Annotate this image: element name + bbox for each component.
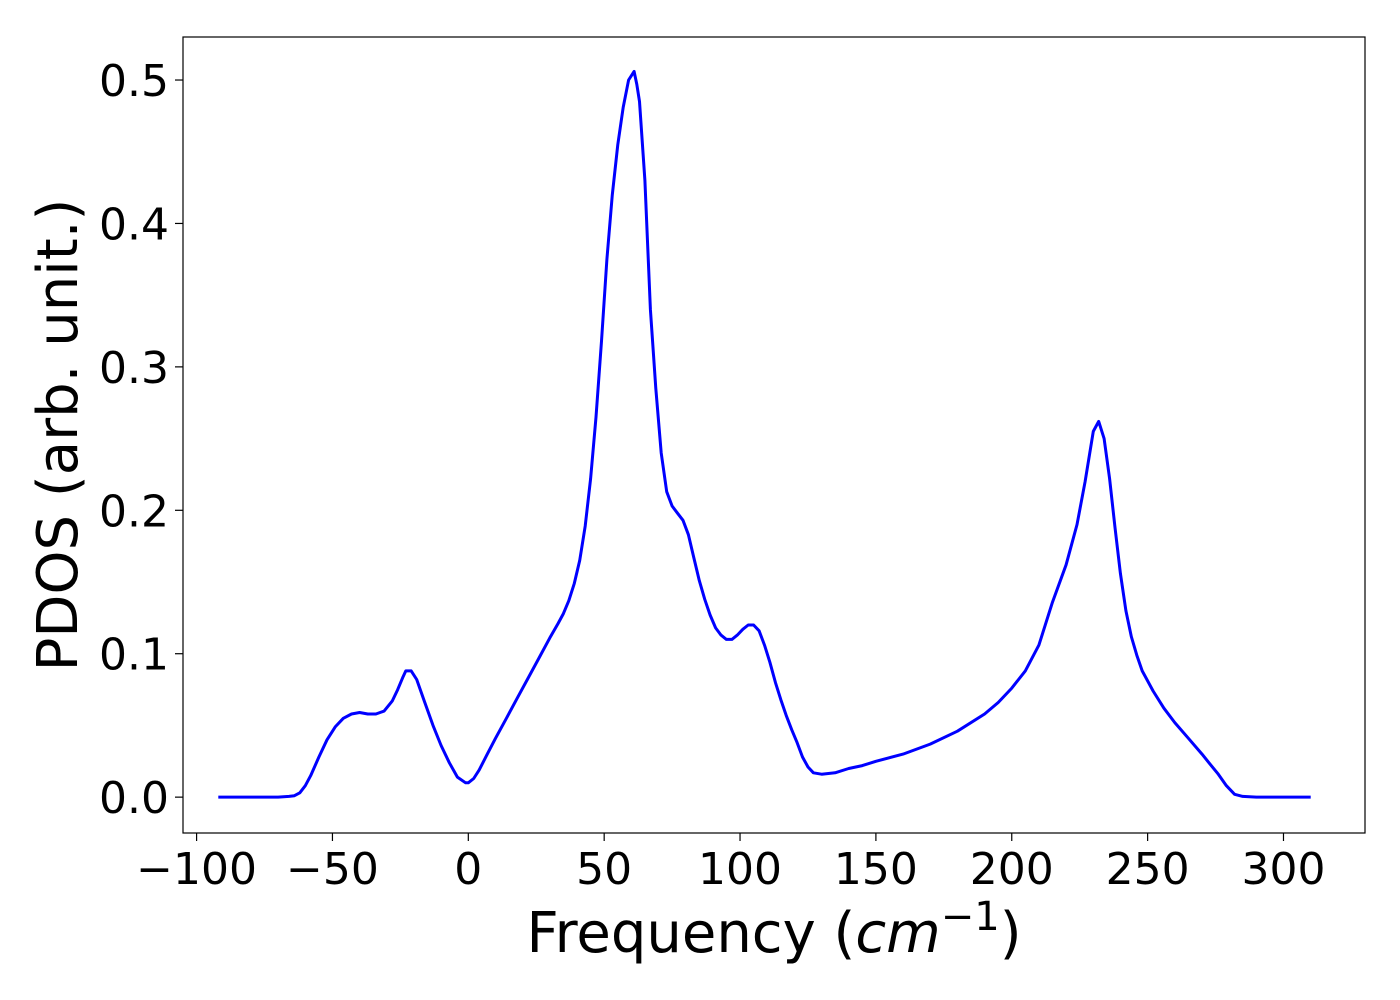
y-axis-title: PDOS (arb. unit.) bbox=[26, 199, 91, 672]
y-axis-ticks: 0.0 0.1 0.2 0.3 0.4 0.5 bbox=[99, 56, 183, 824]
y-tick-label: 0.3 bbox=[99, 343, 169, 394]
y-tick-label: 0.0 bbox=[99, 773, 169, 824]
x-tick-label: 50 bbox=[576, 844, 632, 895]
plot-area bbox=[218, 69, 1311, 799]
x-tick-label: 100 bbox=[698, 844, 782, 895]
y-tick-label: 0.5 bbox=[99, 56, 169, 107]
x-tick-label: 250 bbox=[1106, 844, 1190, 895]
x-tick-label: 0 bbox=[454, 844, 482, 895]
x-tick-label: 200 bbox=[970, 844, 1054, 895]
x-tick-label: 150 bbox=[834, 844, 918, 895]
y-tick-label: 0.2 bbox=[99, 486, 169, 537]
x-axis-ticks: −100 −50 0 50 100 150 200 250 300 bbox=[136, 833, 1325, 895]
y-tick-label: 0.4 bbox=[99, 199, 169, 250]
x-tick-label: 300 bbox=[1241, 844, 1325, 895]
series-line-0 bbox=[218, 69, 1311, 799]
x-tick-label: −50 bbox=[286, 844, 379, 895]
y-tick-label: 0.1 bbox=[99, 630, 169, 681]
x-axis-title: Frequency (cm−1) bbox=[526, 894, 1021, 966]
plot-frame bbox=[182, 36, 1366, 834]
x-tick-label: −100 bbox=[136, 844, 257, 895]
